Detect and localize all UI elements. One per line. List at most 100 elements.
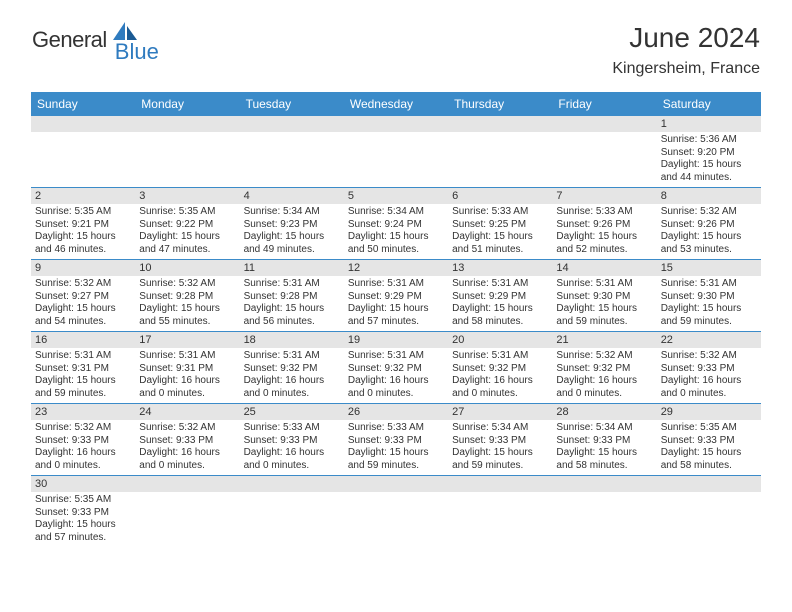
day-content: Sunrise: 5:32 AMSunset: 9:32 PMDaylight:… bbox=[552, 348, 656, 403]
page-header: General Blue June 2024 Kingersheim, Fran… bbox=[0, 0, 792, 88]
logo-text-blue: Blue bbox=[115, 39, 159, 65]
day-content: Sunrise: 5:33 AMSunset: 9:33 PMDaylight:… bbox=[240, 420, 344, 475]
day-content: Sunrise: 5:31 AMSunset: 9:31 PMDaylight:… bbox=[135, 348, 239, 403]
sunrise-text: Sunrise: 5:31 AM bbox=[348, 278, 444, 291]
sunset-text: Sunset: 9:33 PM bbox=[348, 435, 444, 448]
day-num-row: 30 bbox=[31, 476, 761, 493]
sunrise-text: Sunrise: 5:31 AM bbox=[244, 278, 340, 291]
day-cell: Sunrise: 5:35 AMSunset: 9:22 PMDaylight:… bbox=[135, 204, 239, 260]
day-cell: Sunrise: 5:33 AMSunset: 9:33 PMDaylight:… bbox=[240, 420, 344, 476]
sunset-text: Sunset: 9:27 PM bbox=[35, 291, 131, 304]
sunset-text: Sunset: 9:22 PM bbox=[139, 219, 235, 232]
day-number bbox=[657, 476, 761, 493]
day-content: Sunrise: 5:35 AMSunset: 9:21 PMDaylight:… bbox=[31, 204, 135, 259]
day-content-row: Sunrise: 5:35 AMSunset: 9:21 PMDaylight:… bbox=[31, 204, 761, 260]
day-number bbox=[448, 116, 552, 132]
daylight-text: Daylight: 16 hours and 0 minutes. bbox=[556, 375, 652, 400]
sunrise-text: Sunrise: 5:33 AM bbox=[348, 422, 444, 435]
location: Kingersheim, France bbox=[612, 60, 760, 78]
day-cell: Sunrise: 5:32 AMSunset: 9:33 PMDaylight:… bbox=[31, 420, 135, 476]
day-number: 7 bbox=[552, 188, 656, 205]
day-cell: Sunrise: 5:32 AMSunset: 9:32 PMDaylight:… bbox=[552, 348, 656, 404]
day-content bbox=[31, 132, 135, 182]
day-number: 4 bbox=[240, 188, 344, 205]
sunrise-text: Sunrise: 5:32 AM bbox=[661, 206, 757, 219]
daylight-text: Daylight: 15 hours and 59 minutes. bbox=[556, 303, 652, 328]
day-cell bbox=[448, 492, 552, 547]
sunset-text: Sunset: 9:33 PM bbox=[661, 363, 757, 376]
sunrise-text: Sunrise: 5:35 AM bbox=[139, 206, 235, 219]
day-number: 27 bbox=[448, 404, 552, 421]
day-number: 14 bbox=[552, 260, 656, 277]
day-header-sat: Saturday bbox=[657, 92, 761, 116]
day-cell: Sunrise: 5:35 AMSunset: 9:33 PMDaylight:… bbox=[657, 420, 761, 476]
sunrise-text: Sunrise: 5:33 AM bbox=[452, 206, 548, 219]
day-cell: Sunrise: 5:31 AMSunset: 9:32 PMDaylight:… bbox=[344, 348, 448, 404]
day-number: 30 bbox=[31, 476, 135, 493]
daylight-text: Daylight: 15 hours and 49 minutes. bbox=[244, 231, 340, 256]
sunset-text: Sunset: 9:20 PM bbox=[661, 147, 757, 160]
sunrise-text: Sunrise: 5:32 AM bbox=[35, 422, 131, 435]
sunset-text: Sunset: 9:28 PM bbox=[244, 291, 340, 304]
day-cell bbox=[240, 492, 344, 547]
sunrise-text: Sunrise: 5:34 AM bbox=[244, 206, 340, 219]
daylight-text: Daylight: 15 hours and 59 minutes. bbox=[348, 447, 444, 472]
sunset-text: Sunset: 9:29 PM bbox=[348, 291, 444, 304]
day-content bbox=[240, 132, 344, 182]
day-cell: Sunrise: 5:35 AMSunset: 9:33 PMDaylight:… bbox=[31, 492, 135, 547]
day-header-row: Sunday Monday Tuesday Wednesday Thursday… bbox=[31, 92, 761, 116]
daylight-text: Daylight: 15 hours and 47 minutes. bbox=[139, 231, 235, 256]
day-cell bbox=[31, 132, 135, 188]
day-number: 13 bbox=[448, 260, 552, 277]
day-cell: Sunrise: 5:33 AMSunset: 9:26 PMDaylight:… bbox=[552, 204, 656, 260]
day-content bbox=[135, 132, 239, 182]
sunrise-text: Sunrise: 5:31 AM bbox=[661, 278, 757, 291]
calendar-body: 1Sunrise: 5:36 AMSunset: 9:20 PMDaylight… bbox=[31, 116, 761, 547]
daylight-text: Daylight: 15 hours and 50 minutes. bbox=[348, 231, 444, 256]
sunset-text: Sunset: 9:30 PM bbox=[556, 291, 652, 304]
sunrise-text: Sunrise: 5:31 AM bbox=[244, 350, 340, 363]
day-number: 26 bbox=[344, 404, 448, 421]
sunrise-text: Sunrise: 5:35 AM bbox=[661, 422, 757, 435]
sunset-text: Sunset: 9:25 PM bbox=[452, 219, 548, 232]
day-number: 21 bbox=[552, 332, 656, 349]
sunrise-text: Sunrise: 5:34 AM bbox=[348, 206, 444, 219]
day-cell: Sunrise: 5:32 AMSunset: 9:27 PMDaylight:… bbox=[31, 276, 135, 332]
day-cell: Sunrise: 5:31 AMSunset: 9:28 PMDaylight:… bbox=[240, 276, 344, 332]
day-header-fri: Friday bbox=[552, 92, 656, 116]
day-content bbox=[552, 132, 656, 182]
sunset-text: Sunset: 9:31 PM bbox=[35, 363, 131, 376]
day-cell bbox=[552, 492, 656, 547]
day-number: 22 bbox=[657, 332, 761, 349]
day-cell bbox=[135, 492, 239, 547]
day-content bbox=[240, 492, 344, 542]
day-cell: Sunrise: 5:34 AMSunset: 9:33 PMDaylight:… bbox=[552, 420, 656, 476]
day-content bbox=[657, 492, 761, 542]
sunset-text: Sunset: 9:33 PM bbox=[35, 507, 131, 520]
day-number: 15 bbox=[657, 260, 761, 277]
day-cell: Sunrise: 5:31 AMSunset: 9:31 PMDaylight:… bbox=[31, 348, 135, 404]
day-cell bbox=[344, 492, 448, 547]
day-cell: Sunrise: 5:32 AMSunset: 9:28 PMDaylight:… bbox=[135, 276, 239, 332]
sunset-text: Sunset: 9:26 PM bbox=[556, 219, 652, 232]
sunset-text: Sunset: 9:30 PM bbox=[661, 291, 757, 304]
sunset-text: Sunset: 9:33 PM bbox=[661, 435, 757, 448]
day-number: 1 bbox=[657, 116, 761, 132]
day-number: 6 bbox=[448, 188, 552, 205]
day-num-row: 23242526272829 bbox=[31, 404, 761, 421]
day-number: 18 bbox=[240, 332, 344, 349]
day-content bbox=[448, 132, 552, 182]
day-number: 9 bbox=[31, 260, 135, 277]
day-cell: Sunrise: 5:32 AMSunset: 9:26 PMDaylight:… bbox=[657, 204, 761, 260]
sunrise-text: Sunrise: 5:32 AM bbox=[139, 422, 235, 435]
sunrise-text: Sunrise: 5:32 AM bbox=[35, 278, 131, 291]
daylight-text: Daylight: 15 hours and 57 minutes. bbox=[348, 303, 444, 328]
daylight-text: Daylight: 15 hours and 54 minutes. bbox=[35, 303, 131, 328]
day-content: Sunrise: 5:33 AMSunset: 9:26 PMDaylight:… bbox=[552, 204, 656, 259]
daylight-text: Daylight: 15 hours and 55 minutes. bbox=[139, 303, 235, 328]
daylight-text: Daylight: 15 hours and 44 minutes. bbox=[661, 159, 757, 184]
sunrise-text: Sunrise: 5:31 AM bbox=[35, 350, 131, 363]
day-cell: Sunrise: 5:31 AMSunset: 9:30 PMDaylight:… bbox=[552, 276, 656, 332]
day-content: Sunrise: 5:34 AMSunset: 9:24 PMDaylight:… bbox=[344, 204, 448, 259]
day-content: Sunrise: 5:31 AMSunset: 9:31 PMDaylight:… bbox=[31, 348, 135, 403]
